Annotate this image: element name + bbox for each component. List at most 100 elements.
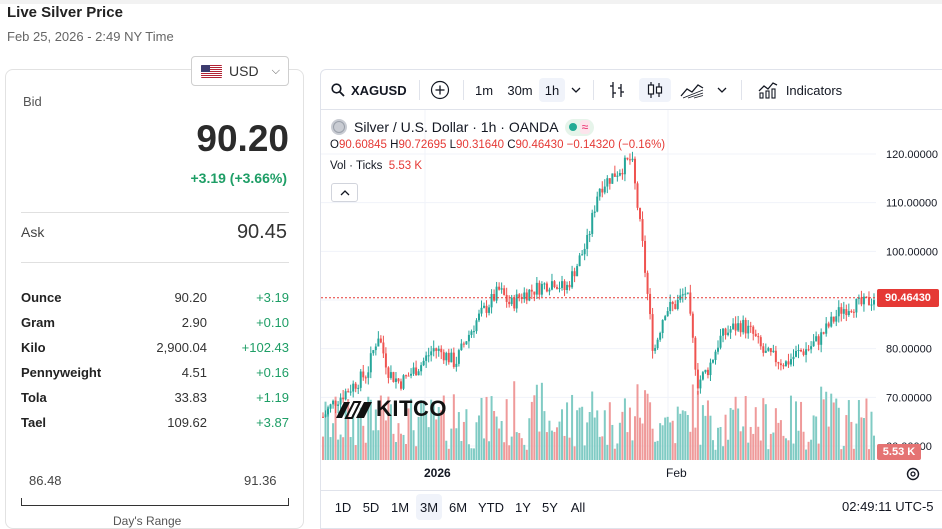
volume-bar [709, 415, 712, 460]
interval-1m[interactable]: 1m [474, 82, 494, 98]
indicators-button[interactable]: Indicators [753, 78, 847, 102]
candles-button[interactable] [639, 78, 671, 102]
unit-change: +0.16 [256, 365, 289, 380]
candle-body [372, 350, 375, 354]
candle-body [722, 328, 725, 336]
candle-body [651, 314, 654, 351]
volume-bar [571, 394, 574, 460]
candle-body [747, 325, 750, 334]
range-all[interactable]: All [570, 499, 586, 515]
volume-bar [586, 422, 589, 460]
silver-coin-icon [331, 119, 347, 135]
volume-bar [754, 407, 757, 460]
range-bar [321, 490, 942, 520]
volume-bar [332, 423, 335, 460]
volume-tag: 5.53 K [877, 444, 921, 460]
volume-bar [623, 398, 626, 460]
candle-body [420, 365, 423, 372]
candle-body [344, 391, 347, 400]
volume-bar [711, 440, 714, 460]
last-price-tag: 90.46430 [877, 289, 939, 307]
volume-bar [729, 408, 732, 460]
indicators-icon [758, 82, 778, 99]
day-range-bar [21, 498, 289, 506]
range-5d[interactable]: 5D [362, 499, 380, 515]
candle-body [452, 352, 455, 367]
candle-body [666, 311, 669, 317]
range-6m[interactable]: 6M [448, 499, 468, 515]
volume-bar [769, 433, 772, 460]
chart-type-button[interactable] [677, 78, 707, 102]
bar-style-button[interactable] [604, 78, 630, 102]
volume-bar [462, 421, 465, 460]
candle-body [392, 372, 395, 382]
toolbar-separator [419, 80, 420, 100]
candle-body [719, 335, 722, 348]
volume-bar [518, 433, 521, 460]
currency-select[interactable]: USD ⌵ [191, 56, 289, 86]
candle-body [442, 352, 445, 361]
volume-bar [641, 423, 644, 460]
volume-bar [470, 448, 473, 460]
candle-body [754, 333, 757, 337]
candle-body [639, 207, 642, 220]
candle-body [644, 240, 647, 273]
volume-bar [427, 427, 430, 460]
unit-row: Tael 109.62 +3.87 [21, 410, 289, 435]
range-5y[interactable]: 5Y [542, 499, 558, 515]
ohlc-legend: O90.60845 H90.72695 L90.31640 C90.46430 … [330, 139, 666, 151]
candle-body [576, 266, 579, 277]
candle-body [812, 341, 815, 347]
candle-body [654, 348, 657, 351]
interval-30m[interactable]: 30m [507, 82, 533, 98]
collapse-legend-button[interactable] [331, 183, 358, 202]
volume-bar [384, 420, 387, 460]
candle-body [573, 271, 576, 277]
volume-bar [525, 449, 528, 460]
symbol-search[interactable]: XAGUSD [331, 78, 409, 102]
range-3m[interactable]: 3M [416, 494, 442, 520]
candle-body [382, 342, 385, 354]
range-1d[interactable]: 1D [334, 499, 352, 515]
volume-bar [342, 437, 345, 460]
volume-bar [835, 398, 838, 460]
unit-row: Ounce 90.20 +3.19 [21, 285, 289, 310]
candle-body [679, 295, 682, 300]
volume-bar [322, 436, 324, 460]
volume-bar [789, 395, 792, 460]
candle-body [432, 348, 435, 352]
price-chart[interactable]: 60.0000070.0000080.0000090.00000100.0000… [321, 110, 942, 490]
range-1m[interactable]: 1M [390, 499, 410, 515]
candle-body [689, 292, 692, 314]
candle-body [352, 383, 355, 392]
candle-body [550, 281, 553, 290]
candle-body [752, 326, 755, 334]
volume-bar [510, 436, 513, 460]
y-tick-label: 110.00000 [886, 198, 937, 210]
y-tick-label: 100.00000 [886, 246, 938, 258]
range-1y[interactable]: 1Y [515, 499, 531, 515]
candle-body [684, 293, 687, 295]
candle-body [490, 293, 493, 308]
volume-bar [417, 416, 420, 460]
chart-clock: 02:49:11 UTC-5 [842, 499, 934, 514]
volume-bar [508, 445, 511, 460]
candle-body [437, 348, 440, 351]
interval-dropdown[interactable] [567, 78, 585, 102]
candle-body [470, 331, 473, 335]
volume-bar [477, 415, 480, 460]
candle-body [591, 212, 594, 234]
chevron-down-icon [717, 87, 727, 93]
range-ytd[interactable]: YTD [478, 499, 504, 515]
candle-body [701, 372, 704, 380]
interval-1h[interactable]: 1h [539, 78, 565, 102]
chart-type-dropdown[interactable] [713, 78, 731, 102]
unit-row: Gram 2.90 +0.10 [21, 310, 289, 335]
compare-button[interactable] [427, 78, 453, 102]
unit-name: Tola [21, 390, 47, 405]
volume-bar [578, 407, 581, 460]
candle-body [789, 359, 792, 365]
volume-bar [359, 407, 362, 460]
volume-bar [372, 430, 375, 460]
gear-icon[interactable] [905, 466, 921, 482]
